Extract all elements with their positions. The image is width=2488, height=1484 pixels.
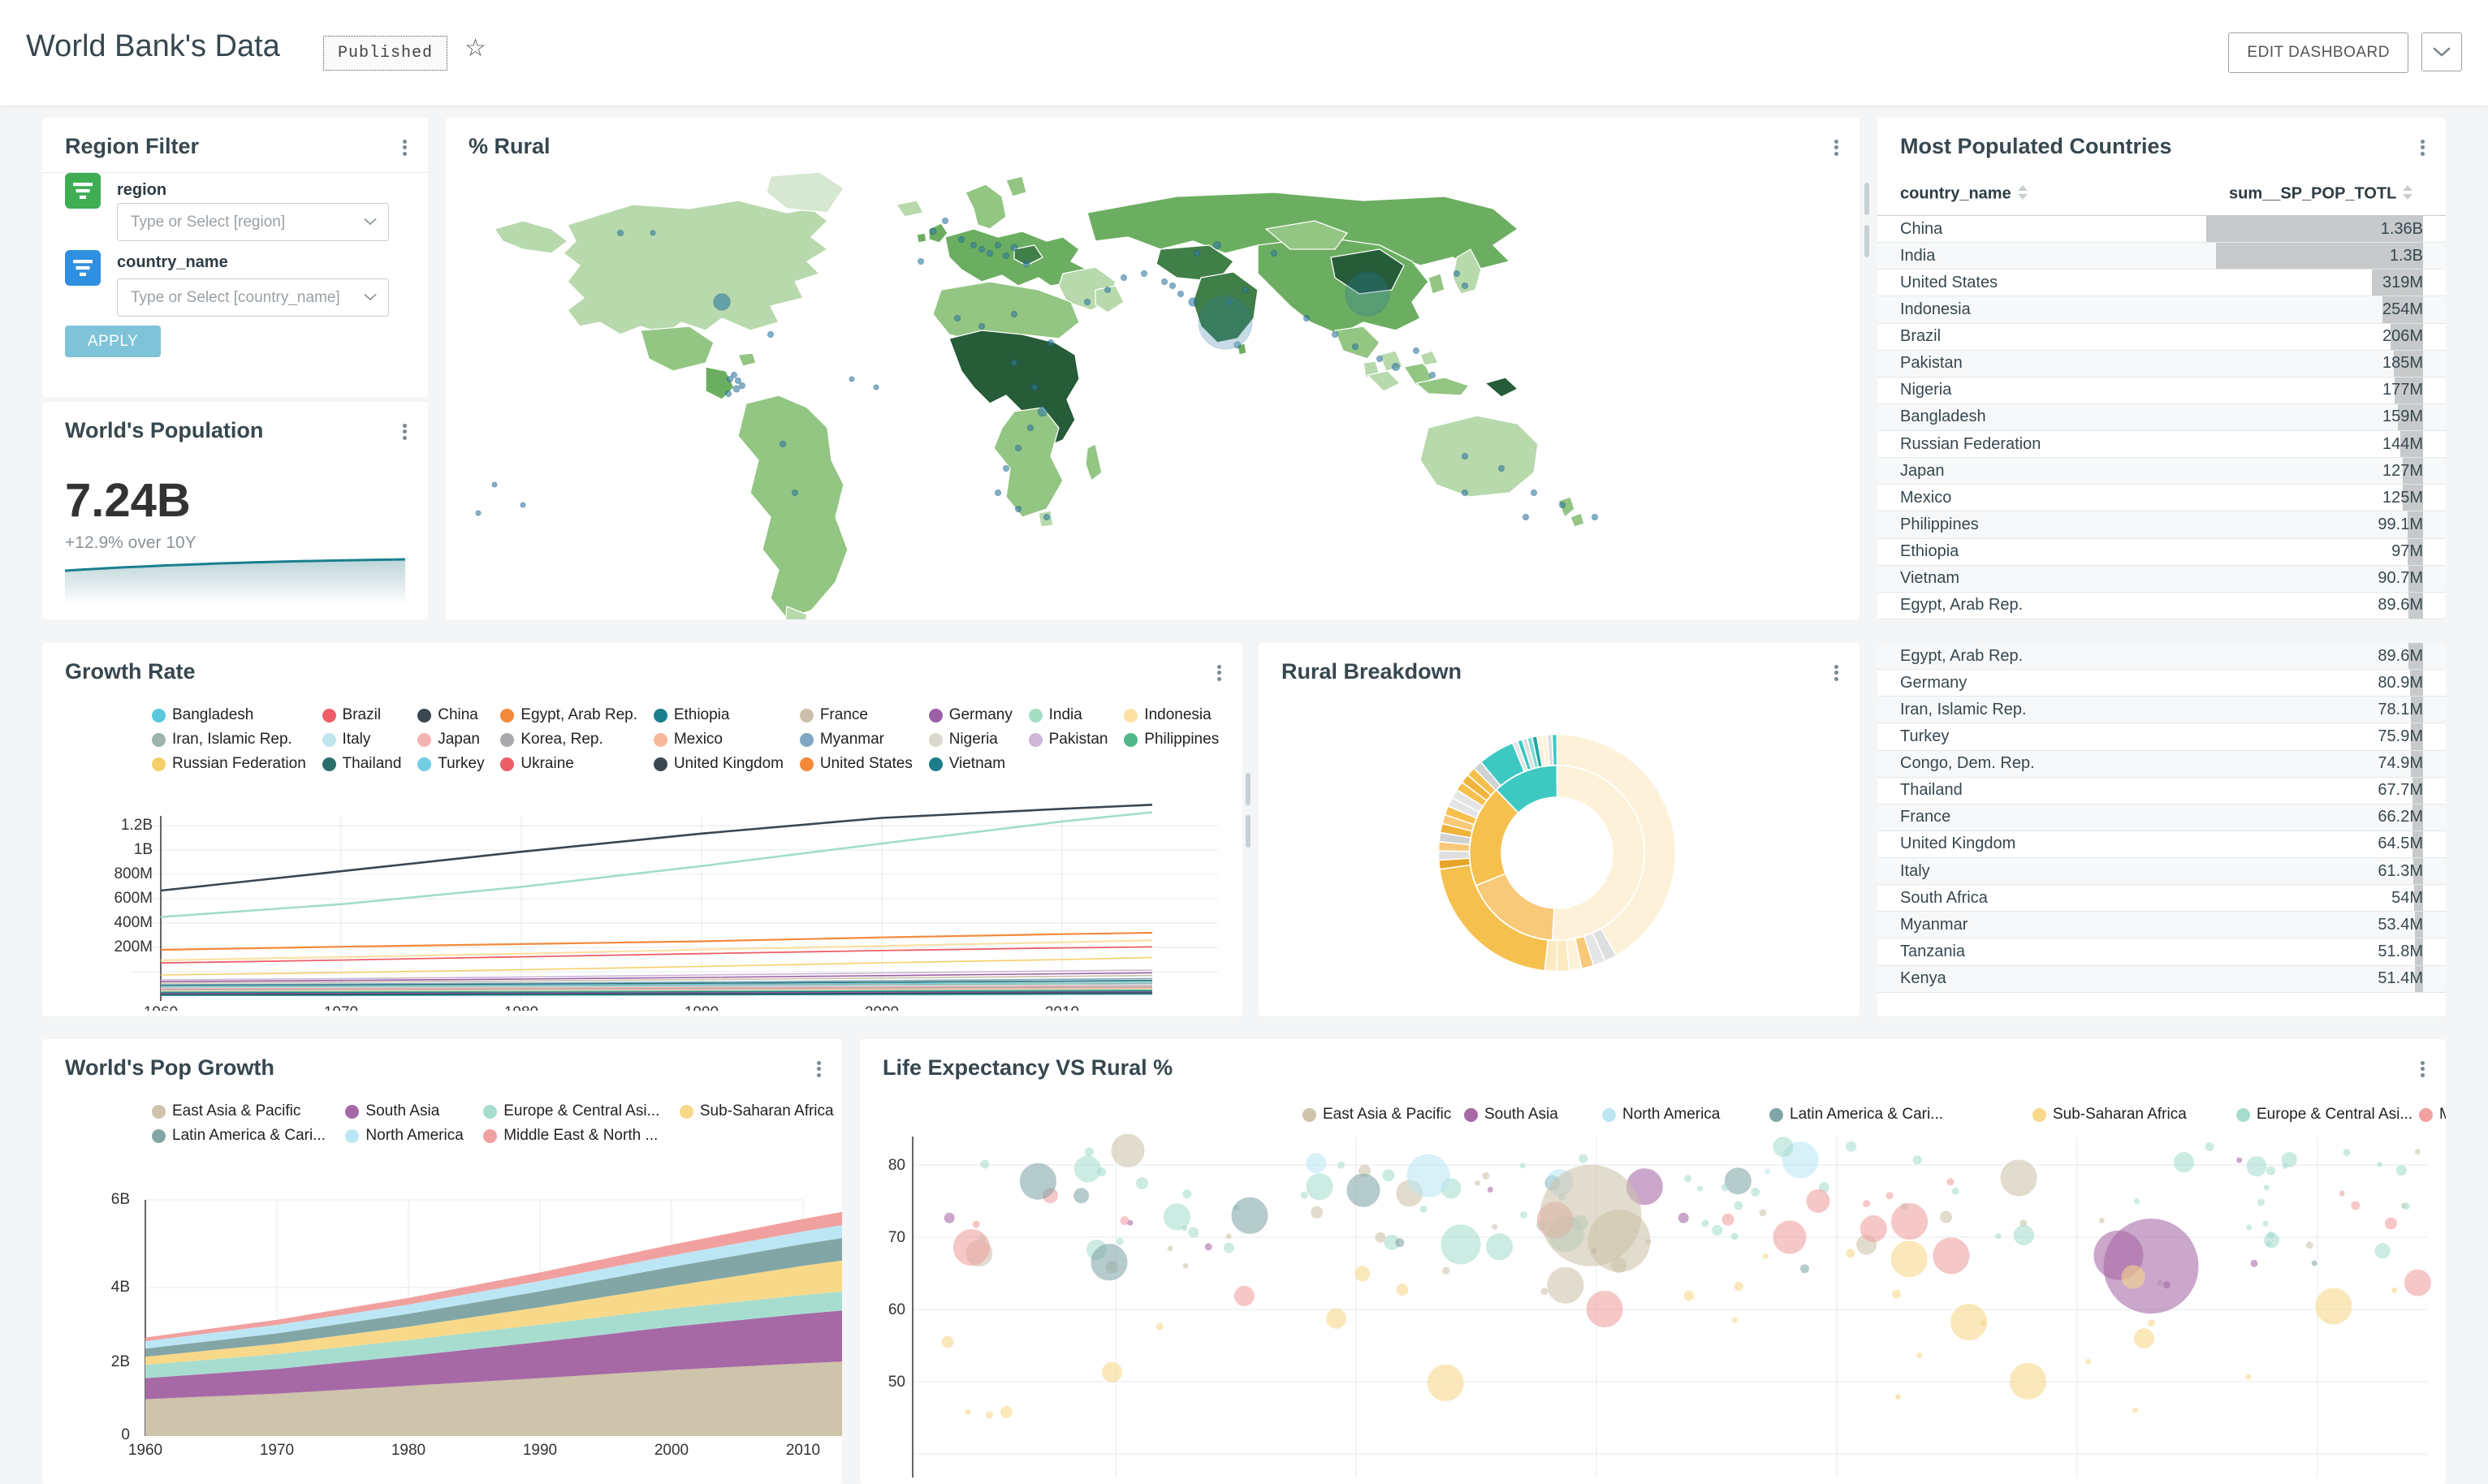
svg-text:600M: 600M	[114, 890, 153, 907]
svg-text:1960: 1960	[128, 1442, 162, 1459]
svg-text:1960: 1960	[144, 1004, 178, 1011]
svg-text:1.2B: 1.2B	[121, 817, 153, 834]
svg-text:2B: 2B	[111, 1353, 130, 1370]
svg-text:2000: 2000	[865, 1004, 899, 1011]
svg-text:60: 60	[888, 1301, 905, 1318]
svg-text:4B: 4B	[111, 1279, 130, 1296]
svg-text:200M: 200M	[114, 938, 153, 956]
svg-text:1980: 1980	[504, 1004, 538, 1011]
svg-text:6B: 6B	[111, 1191, 130, 1208]
svg-text:800M: 800M	[114, 865, 153, 882]
svg-text:50: 50	[888, 1374, 905, 1391]
svg-text:0: 0	[121, 1426, 130, 1443]
svg-text:1970: 1970	[324, 1004, 358, 1011]
svg-text:1980: 1980	[391, 1442, 425, 1459]
svg-text:2000: 2000	[654, 1442, 689, 1459]
svg-text:1990: 1990	[685, 1004, 719, 1011]
svg-text:70: 70	[888, 1229, 905, 1246]
svg-text:80: 80	[888, 1157, 905, 1174]
svg-text:400M: 400M	[114, 914, 153, 931]
svg-text:1970: 1970	[260, 1442, 294, 1459]
svg-text:1990: 1990	[523, 1442, 557, 1459]
svg-text:2010: 2010	[786, 1442, 820, 1459]
svg-text:1B: 1B	[134, 841, 153, 858]
svg-text:2010: 2010	[1045, 1004, 1079, 1011]
